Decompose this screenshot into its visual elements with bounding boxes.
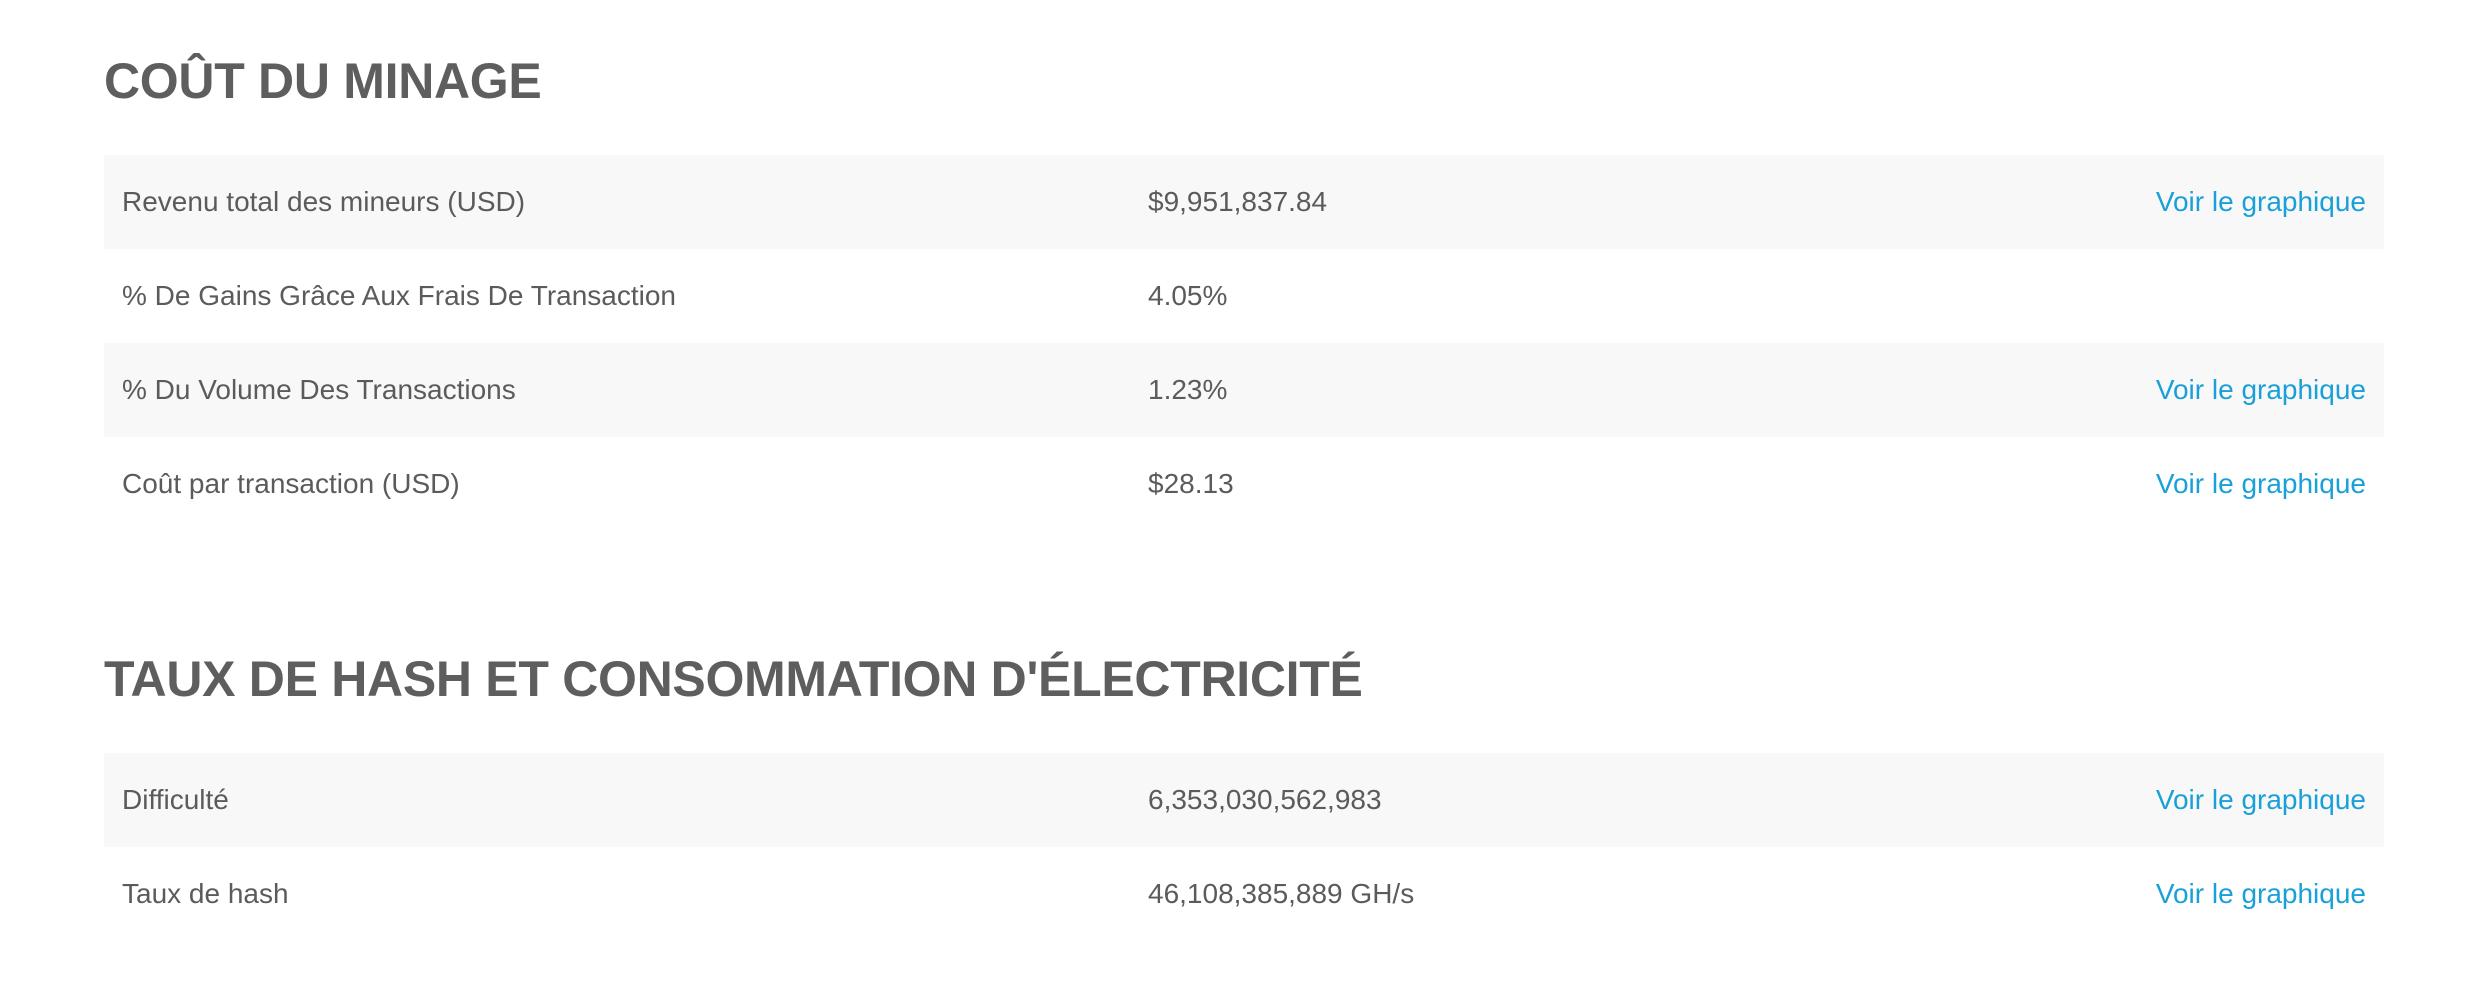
hashrate-section: TAUX DE HASH ET CONSOMMATION D'ÉLECTRICI…: [104, 643, 2384, 941]
stats-table: Revenu total des mineurs (USD) $9,951,83…: [104, 155, 2384, 531]
table-row: % Du Volume Des Transactions 1.23% Voir …: [104, 343, 2384, 437]
row-label: Revenu total des mineurs (USD): [122, 186, 526, 217]
row-label: Taux de hash: [122, 878, 289, 909]
table-row: Difficulté 6,353,030,562,983 Voir le gra…: [104, 753, 2384, 847]
row-value: 46,108,385,889 GH/s: [1148, 878, 1415, 909]
row-value: 6,353,030,562,983: [1148, 784, 1382, 815]
row-label: Coût par transaction (USD): [122, 468, 460, 499]
row-label: % Du Volume Des Transactions: [122, 374, 516, 405]
view-chart-link[interactable]: Voir le graphique: [2155, 878, 2366, 909]
view-chart-link[interactable]: Voir le graphique: [2155, 784, 2366, 815]
view-chart-link[interactable]: Voir le graphique: [2155, 468, 2366, 499]
row-value: 4.05%: [1148, 280, 1228, 311]
row-value: 1.23%: [1148, 374, 1228, 405]
section-title: COÛT DU MINAGE: [104, 53, 542, 109]
view-chart-link[interactable]: Voir le graphique: [2155, 186, 2366, 217]
row-value: $28.13: [1148, 468, 1234, 499]
row-value: $9,951,837.84: [1148, 186, 1328, 217]
row-label: % De Gains Grâce Aux Frais De Transactio…: [122, 280, 676, 311]
table-row: % De Gains Grâce Aux Frais De Transactio…: [104, 249, 2384, 343]
view-chart-link[interactable]: Voir le graphique: [2155, 374, 2366, 405]
section-title: TAUX DE HASH ET CONSOMMATION D'ÉLECTRICI…: [104, 651, 1363, 707]
table-row: Revenu total des mineurs (USD) $9,951,83…: [104, 155, 2384, 249]
stats-table: Difficulté 6,353,030,562,983 Voir le gra…: [104, 753, 2384, 941]
mining-cost-section: COÛT DU MINAGE Revenu total des mineurs …: [104, 45, 2384, 531]
table-row: Coût par transaction (USD) $28.13 Voir l…: [104, 437, 2384, 531]
table-row: Taux de hash 46,108,385,889 GH/s Voir le…: [104, 847, 2384, 941]
row-label: Difficulté: [122, 784, 229, 815]
